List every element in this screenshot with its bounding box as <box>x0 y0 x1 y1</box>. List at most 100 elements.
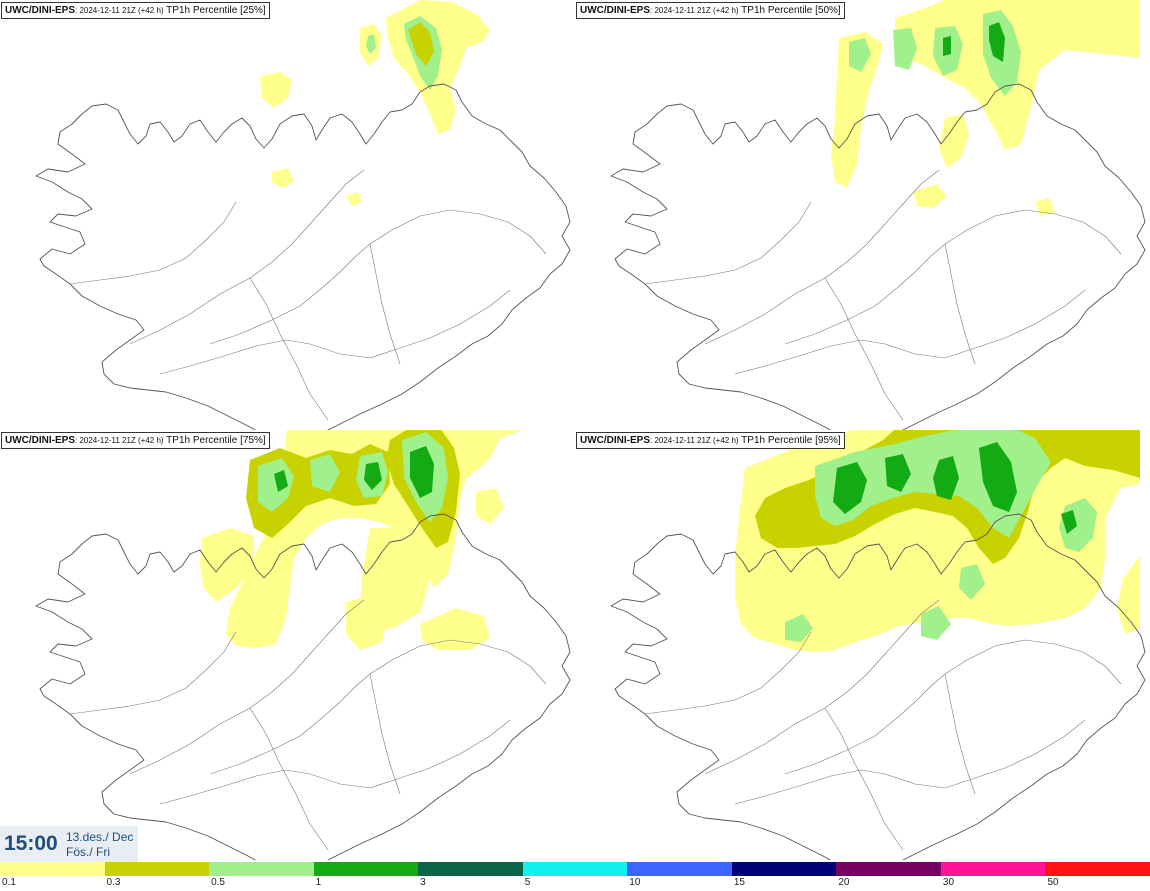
precip-contour <box>260 72 292 108</box>
precip-contour <box>272 168 294 188</box>
map-canvas <box>35 0 571 430</box>
road-line <box>704 169 940 345</box>
precip-contour <box>921 606 951 640</box>
colorbar-labels: 0.1 0.3 0.5 1 3 5 10 15 20 30 50 <box>0 876 1150 891</box>
map-layer <box>35 83 571 430</box>
road-line <box>159 289 511 375</box>
colorbar-label: 15 <box>733 877 745 888</box>
precip-contour <box>959 564 985 600</box>
colorbar-segment <box>1045 862 1150 876</box>
precip-contour <box>989 22 1005 62</box>
run-info: : 2024-12-11 21Z (+42 h) <box>650 436 739 445</box>
precip-contour <box>420 608 490 650</box>
precip-contour <box>1117 556 1140 634</box>
road-line <box>249 707 329 851</box>
precip-contour <box>885 454 911 492</box>
precip-contour <box>833 462 867 514</box>
colorbar-label: 20 <box>838 877 850 888</box>
colorbar-segment <box>104 862 210 876</box>
colorbar-segment <box>418 862 523 876</box>
precip-contour <box>274 470 288 492</box>
valid-time-clock: 15:00 <box>4 832 58 855</box>
panel-title: UWC/DINI-EPS: 2024-12-11 21Z (+42 h) TP1… <box>576 2 845 19</box>
panel-title: UWC/DINI-EPS: 2024-12-11 21Z (+42 h) TP1… <box>1 432 270 449</box>
precip-contour <box>366 34 376 54</box>
precip-contour <box>943 36 951 56</box>
precip-contour <box>979 442 1017 512</box>
map-layer <box>610 513 1146 860</box>
road-line <box>209 209 547 345</box>
road-line <box>129 599 365 775</box>
model-name: UWC/DINI-EPS <box>580 435 650 446</box>
map-panel-p25: UWC/DINI-EPS: 2024-12-11 21Z (+42 h) TP1… <box>0 0 575 430</box>
precip-contour <box>410 446 434 498</box>
road-line <box>734 719 1086 805</box>
map-panel-p95: UWC/DINI-EPS: 2024-12-11 21Z (+42 h) TP1… <box>575 430 1150 860</box>
precip-contour <box>939 114 969 168</box>
run-info: : 2024-12-11 21Z (+42 h) <box>75 436 164 445</box>
precip-contour <box>346 192 362 206</box>
map-panel-p50: UWC/DINI-EPS: 2024-12-11 21Z (+42 h) TP1… <box>575 0 1150 430</box>
road-line <box>824 277 904 421</box>
precip-contour <box>849 38 871 72</box>
map-layer <box>35 513 571 860</box>
precip-contour <box>913 184 947 208</box>
road-line <box>69 631 237 715</box>
field-name: TP1h Percentile [50%] <box>738 5 841 16</box>
precip-contour <box>785 614 813 642</box>
field-name: TP1h Percentile [25%] <box>163 5 266 16</box>
colorbar-label: 1 <box>315 877 322 888</box>
colorbar-label: 0.5 <box>211 877 225 888</box>
precip-contour <box>476 488 504 524</box>
colorbar-label: 10 <box>629 877 641 888</box>
coastline <box>35 83 571 430</box>
map-grid: UWC/DINI-EPS: 2024-12-11 21Z (+42 h) TP1… <box>0 0 1150 860</box>
precip-field <box>200 430 524 650</box>
road-line <box>784 639 1122 775</box>
precip-contour <box>1061 510 1077 534</box>
colorbar-segment <box>313 862 419 876</box>
road-line <box>159 719 511 805</box>
panel-title: UWC/DINI-EPS: 2024-12-11 21Z (+42 h) TP1… <box>576 432 845 449</box>
coastline <box>35 513 571 860</box>
colorbar-label: 50 <box>1047 877 1059 888</box>
field-name: TP1h Percentile [95%] <box>738 435 841 446</box>
colorbar-segment <box>836 862 941 876</box>
map-canvas <box>610 0 1146 430</box>
valid-time-box: 15:00 13.des./ Dec Fös./ Fri <box>0 826 138 862</box>
road-line <box>944 243 976 365</box>
precip-contour <box>200 528 254 602</box>
precip-contour <box>346 594 388 650</box>
valid-date-line1: 13.des./ Dec <box>66 830 134 844</box>
run-info: : 2024-12-11 21Z (+42 h) <box>650 6 739 15</box>
road-line <box>249 277 329 421</box>
road-line <box>209 639 547 775</box>
colorbar-label: 0.3 <box>106 877 121 888</box>
map-canvas <box>610 430 1146 860</box>
road-line <box>129 169 365 345</box>
map-layer <box>610 83 1146 430</box>
road-line <box>369 673 401 795</box>
colorbar-segment <box>627 862 732 876</box>
colorbar-segment <box>522 862 628 876</box>
colorbar-label: 0.1 <box>2 877 16 888</box>
valid-date-line2: Fös./ Fri <box>66 845 110 859</box>
precip-field <box>735 430 1140 652</box>
colorbar-segment <box>209 862 314 876</box>
colorbar <box>0 862 1150 876</box>
coastline <box>610 513 1146 860</box>
road-line <box>824 707 904 851</box>
road-line <box>69 201 237 285</box>
road-line <box>704 599 940 775</box>
map-canvas <box>35 430 571 860</box>
precip-field <box>260 0 490 206</box>
colorbar-label: 3 <box>420 877 426 888</box>
road-line <box>784 209 1122 345</box>
colorbar-segment <box>0 862 105 876</box>
panel-title: UWC/DINI-EPS: 2024-12-11 21Z (+42 h) TP1… <box>1 2 270 19</box>
colorbar-label: 5 <box>524 877 531 888</box>
precip-contour <box>831 32 883 188</box>
precip-contour <box>1035 198 1055 216</box>
road-line <box>644 631 812 715</box>
road-line <box>734 289 1086 375</box>
